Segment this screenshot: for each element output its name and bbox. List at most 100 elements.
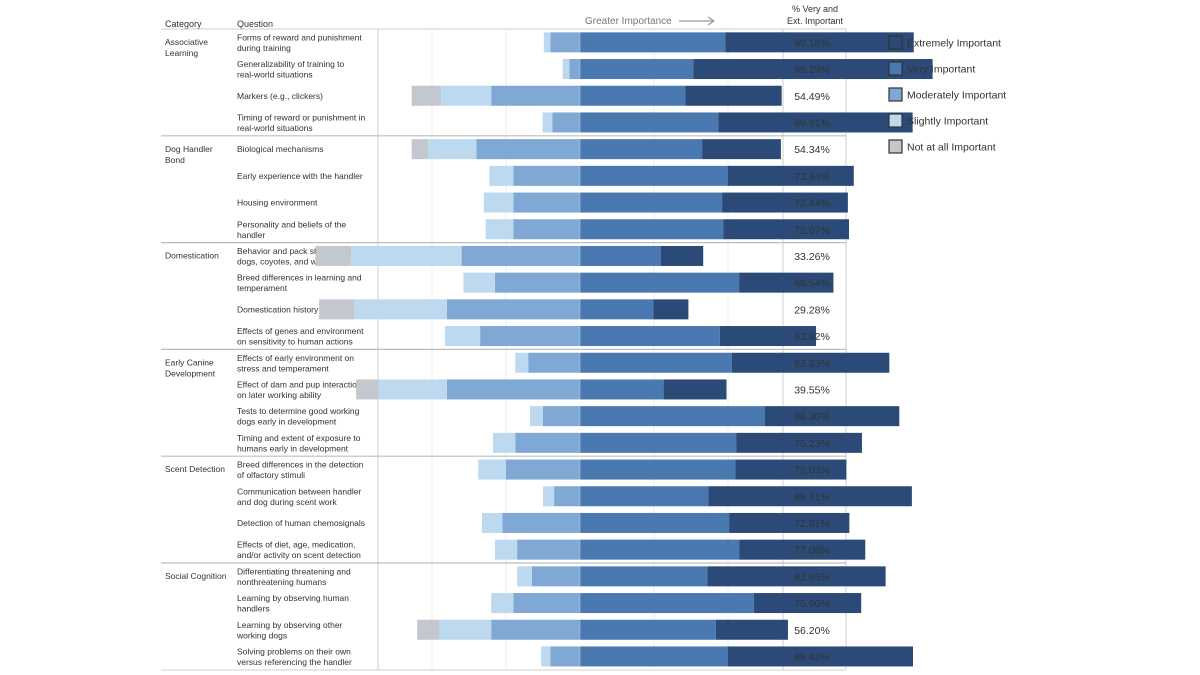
bar-slightly — [493, 432, 516, 453]
bar-extremely — [723, 219, 849, 240]
bar-moderately — [550, 32, 580, 53]
category-group: Social Cognition Differentiating threaten… — [161, 562, 913, 667]
bar-moderately — [513, 165, 580, 186]
pct-label: 72.03% — [794, 465, 830, 477]
table-row: Housing environment 72.44% — [237, 192, 848, 213]
question-label: Forms of reward and punishment — [237, 32, 362, 42]
bar-extremely — [728, 646, 913, 667]
bar-very — [580, 406, 765, 427]
category-label: Bond — [165, 155, 185, 165]
table-row: Differentiating threatening andnonthreat… — [237, 566, 886, 587]
bar-slightly — [439, 619, 492, 640]
category-label: Early Canine — [165, 357, 214, 367]
bar-very — [580, 512, 730, 533]
question-label: Biological mechanisms — [237, 144, 323, 154]
bar-moderately — [502, 512, 580, 533]
question-label: on later working ability — [237, 390, 322, 400]
bar-not-at_all — [417, 619, 440, 640]
legend-item: Not at all Important — [888, 139, 996, 154]
pct-header-line1: % Very and — [792, 4, 838, 14]
table-row: Early experience with the handler 73.94% — [237, 165, 854, 186]
category-label: Scent Detection — [165, 464, 225, 474]
bar-moderately — [554, 486, 580, 507]
bar-extremely — [715, 619, 788, 640]
bar-very — [580, 165, 728, 186]
bar-moderately — [531, 566, 580, 587]
bar-slightly — [354, 299, 447, 320]
pct-label: 68.54% — [794, 278, 830, 290]
bar-moderately — [446, 299, 580, 320]
bar-slightly — [542, 112, 553, 133]
table-row: Biological mechanisms 54.34% — [237, 139, 830, 160]
bar-moderately — [491, 619, 580, 640]
bar-extremely — [753, 593, 862, 614]
legend-item: Moderately Important — [888, 87, 1006, 102]
table-row: Markers (e.g., clickers) 54.49% — [237, 85, 830, 106]
table-row: Detection of human chemosignals 72.81% — [237, 512, 850, 533]
legend-label: Not at all Important — [907, 142, 996, 154]
bar-not-at_all — [319, 299, 355, 320]
table-row: Generalizability of training toreal-worl… — [237, 59, 933, 80]
bar-slightly — [543, 486, 555, 507]
bar-slightly — [444, 326, 481, 347]
bar-moderately — [552, 112, 580, 133]
question-label: stress and temperament — [237, 363, 329, 373]
bar-extremely — [693, 59, 933, 80]
pct-label: 82.65% — [794, 571, 830, 583]
legend-swatch — [888, 87, 903, 102]
pct-label: 76.23% — [794, 438, 830, 450]
bar-not-at_all — [411, 85, 442, 106]
bar-extremely — [735, 459, 847, 480]
question-label: Effects of early environment on — [237, 353, 354, 363]
category-label: Domestication — [165, 251, 219, 261]
bar-very — [580, 352, 732, 373]
bar-very — [580, 539, 740, 560]
question-label: on sensitivity to human actions — [237, 337, 353, 347]
question-label: real-world situations — [237, 123, 313, 133]
bar-slightly — [481, 512, 503, 533]
pct-label: 86.30% — [794, 411, 830, 423]
table-row: Domestication history of dogs 29.28% — [237, 299, 830, 320]
pct-label: 83.63% — [794, 358, 830, 370]
bar-slightly — [517, 566, 532, 587]
bar-very — [580, 299, 654, 320]
bar-not-at_all — [315, 245, 351, 266]
bar-moderately — [480, 326, 580, 347]
bar-very — [580, 59, 694, 80]
question-label: nonthreatening humans — [237, 577, 326, 587]
table-row: Timing of reward or punishment inreal-wo… — [237, 112, 913, 133]
bar-very — [580, 245, 661, 266]
bar-slightly — [478, 459, 506, 480]
bar-very — [580, 486, 709, 507]
bar-extremely — [719, 326, 817, 347]
chart-headers: Category Question Greater Importance % V… — [165, 4, 844, 29]
question-label: dogs, coyotes, and wolves — [237, 256, 337, 266]
bar-extremely — [722, 192, 848, 213]
question-label: Communication between handler — [237, 486, 361, 496]
bar-slightly — [491, 593, 514, 614]
pct-label: 39.55% — [794, 384, 830, 396]
question-label: Markers (e.g., clickers) — [237, 91, 323, 101]
question-label: Differentiating threatening and — [237, 566, 351, 576]
bar-extremely — [731, 352, 890, 373]
bar-very — [580, 459, 736, 480]
question-label: Effect of dam and pup interaction — [237, 379, 362, 389]
legend-swatch — [888, 113, 903, 128]
question-label: working dogs — [236, 630, 287, 640]
bar-moderately — [446, 379, 580, 400]
bar-moderately — [461, 245, 580, 266]
question-label: and dog during scent work — [237, 497, 337, 507]
bar-very — [580, 219, 724, 240]
bar-slightly — [485, 219, 514, 240]
bar-extremely — [765, 406, 900, 427]
bar-slightly — [562, 59, 570, 80]
question-label: Learning by observing other — [237, 620, 343, 630]
question-column-header: Question — [237, 19, 273, 29]
pct-label: 72.81% — [794, 518, 830, 530]
